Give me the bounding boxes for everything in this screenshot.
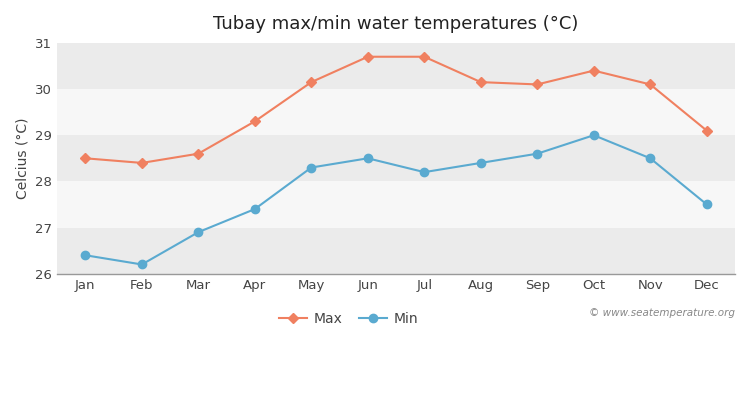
Legend: Max, Min: Max, Min xyxy=(273,306,424,331)
Y-axis label: Celcius (°C): Celcius (°C) xyxy=(15,118,29,199)
Bar xyxy=(57,228,735,274)
Title: Tubay max/min water temperatures (°C): Tubay max/min water temperatures (°C) xyxy=(213,15,579,33)
Bar xyxy=(57,135,735,181)
Bar xyxy=(57,43,735,89)
Bar xyxy=(57,89,735,135)
Bar xyxy=(57,181,735,228)
Text: © www.seatemperature.org: © www.seatemperature.org xyxy=(589,308,735,318)
